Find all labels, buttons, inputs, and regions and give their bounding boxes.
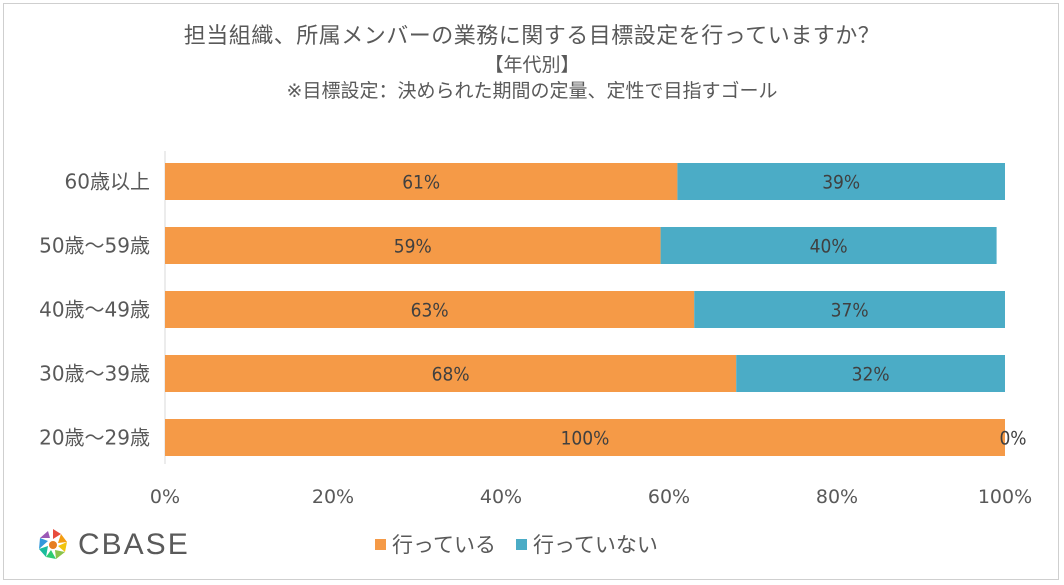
x-tick-label: 80% — [816, 486, 858, 508]
x-tick-label: 60% — [648, 486, 690, 508]
data-label: 0% — [999, 428, 1026, 450]
category-label: 30歳～39歳 — [39, 362, 150, 386]
bar-segment-done — [165, 419, 1005, 456]
legend-swatch-not-done — [515, 538, 527, 550]
data-label: 32% — [852, 364, 890, 386]
data-label: 100% — [561, 428, 610, 450]
chart-note: ※目標設定：決められた期間の定量、定性で目指すゴール — [286, 80, 778, 102]
legend: 行っている 行っていない — [375, 529, 678, 559]
x-tick-label: 20% — [312, 486, 354, 508]
data-label: 40% — [810, 236, 848, 258]
chart-title: 担当組織、所属メンバーの業務に関する目標設定を行っていますか？ — [183, 24, 881, 49]
data-label: 68% — [432, 364, 470, 386]
data-label: 39% — [822, 172, 860, 194]
bar-segment-not-done — [736, 355, 1005, 392]
bar-segment-not-done — [694, 291, 1005, 328]
logo-text: CBASE — [78, 528, 190, 561]
bar-segment-done — [165, 163, 678, 200]
chart-subtitle: 【年代別】 — [484, 54, 580, 76]
legend-label-not-done: 行っていない — [532, 533, 658, 557]
bar-segment-not-done — [660, 227, 997, 264]
x-tick-label: 40% — [480, 486, 522, 508]
category-label: 50歳～59歳 — [39, 234, 150, 258]
bar-segment-done — [165, 291, 695, 328]
legend-item-not-done: 行っていない — [515, 529, 658, 559]
chart-titles: 担当組織、所属メンバーの業務に関する目標設定を行っていますか？ 【年代別】 ※目… — [0, 22, 1064, 104]
category-label: 20歳～29歳 — [39, 426, 150, 450]
data-label: 37% — [831, 300, 869, 322]
data-label: 63% — [411, 300, 449, 322]
cbase-logo-icon — [36, 528, 70, 562]
legend-swatch-done — [375, 538, 386, 550]
legend-item-done: 行っている — [375, 529, 496, 559]
category-label: 60歳以上 — [65, 170, 150, 194]
data-label: 59% — [394, 236, 432, 258]
bar-segment-done — [165, 355, 737, 392]
x-tick-label: 100% — [978, 486, 1032, 508]
legend-label-done: 行っている — [392, 533, 496, 557]
data-label: 61% — [402, 172, 440, 194]
category-label: 40歳～49歳 — [39, 298, 150, 322]
cbase-logo: CBASE — [34, 526, 190, 564]
bar-segment-done — [165, 227, 661, 264]
x-tick-label: 0% — [150, 486, 180, 508]
bar-segment-not-done — [677, 163, 1005, 200]
